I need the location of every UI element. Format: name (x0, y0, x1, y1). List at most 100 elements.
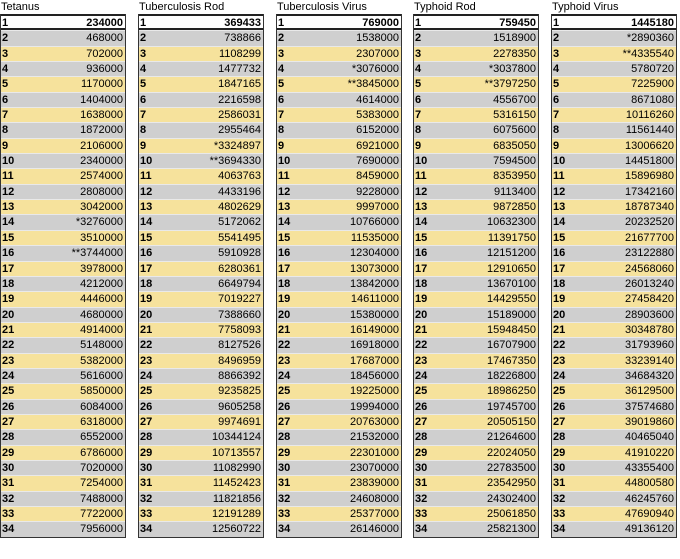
table-row: 23 8496959 (139, 352, 263, 368)
row-value: 13006620 (625, 139, 674, 152)
row-number: 10 (278, 155, 291, 168)
table-row: 20 7388660 (139, 306, 263, 322)
table-row: 21 7758093 (139, 321, 263, 338)
row-value: 5316150 (493, 109, 536, 122)
row-value: 16707900 (487, 339, 536, 352)
row-value: *3276000 (75, 216, 123, 229)
row-number: 33 (553, 508, 566, 520)
table-row: 3 1108299 (139, 45, 263, 62)
table-row: 33 25061850 (414, 506, 538, 522)
column-title: Tuberculosis Rod (139, 1, 225, 13)
row-value: 9605258 (218, 400, 261, 413)
table-row: 8 1872000 (1, 122, 125, 138)
row-number: 31 (2, 477, 15, 490)
column-title: Tuberculosis Virus (277, 1, 367, 13)
row-value: 23542950 (487, 477, 536, 490)
row-value: 6152000 (356, 124, 399, 137)
table-row: 10 7690000 (277, 153, 401, 169)
table-row: 31 23542950 (414, 475, 538, 491)
row-value: 1170000 (80, 78, 123, 91)
row-value: 6075600 (493, 124, 536, 137)
table-column: Typhoid Rod 1 759450 2 1518900 3 2278350 4 *3037… (413, 0, 539, 538)
row-number: 33 (278, 508, 291, 520)
row-number: 16 (2, 247, 15, 260)
table-row: 29 41910220 (552, 444, 676, 460)
row-number: 30 (278, 461, 291, 474)
row-number: 29 (140, 446, 153, 459)
table-row: 26 19745700 (414, 398, 538, 414)
row-value: 5382000 (80, 354, 123, 367)
row-number: 15 (553, 231, 566, 244)
row-value: 26013240 (625, 277, 674, 290)
row-number: 19 (553, 293, 566, 306)
row-value: 15896980 (625, 170, 674, 183)
table-row: 12 9228000 (277, 183, 401, 200)
row-number: 21 (553, 323, 566, 336)
table-row: 5 1847165 (139, 76, 263, 92)
table-row: 18 6649794 (139, 275, 263, 292)
table-row: 1 369433 (139, 14, 263, 31)
row-number: 30 (415, 461, 428, 474)
row-value: 2278350 (493, 47, 536, 60)
table-row: 9 6921000 (277, 137, 401, 154)
row-value: 4914000 (80, 323, 123, 336)
table-row: 5 7225900 (552, 76, 676, 92)
row-number: 2 (278, 32, 285, 45)
row-number: 13 (278, 201, 291, 214)
row-value: 6921000 (356, 139, 399, 152)
row-value: 7020000 (80, 461, 123, 474)
table-row: 4 936000 (1, 61, 125, 77)
row-number: 17 (553, 262, 566, 275)
row-value: 14611000 (350, 293, 399, 306)
row-value: 4446000 (80, 293, 123, 306)
row-number: 7 (140, 109, 147, 122)
table-row: 22 8127526 (139, 337, 263, 353)
row-number: 6 (278, 93, 285, 106)
table-row: 11 8459000 (277, 168, 401, 184)
row-number: 12 (415, 185, 428, 198)
row-number: 7 (553, 109, 560, 122)
row-value: 8459000 (356, 170, 399, 183)
row-number: 7 (415, 109, 422, 122)
row-value: 2216598 (218, 93, 261, 106)
table-row: 2 738866 (139, 30, 263, 46)
row-number: 28 (553, 431, 566, 444)
table-row: 3 2307000 (277, 45, 401, 62)
row-number: 22 (2, 339, 15, 352)
row-value: 5910928 (218, 247, 261, 260)
row-number: 19 (140, 293, 153, 306)
row-value: 20505150 (487, 415, 536, 428)
table-row: 27 20763000 (277, 413, 401, 430)
row-value: **4335540 (622, 47, 674, 60)
row-value: 19994000 (350, 400, 399, 413)
row-number: 17 (415, 262, 428, 275)
table-row: 30 23070000 (277, 459, 401, 476)
row-value: 12191289 (212, 508, 261, 520)
table-row: 27 39019860 (552, 413, 676, 430)
table-row: 5 **3845000 (277, 76, 401, 92)
row-number: 26 (415, 400, 428, 413)
row-value: 8671080 (631, 93, 674, 106)
row-number: 3 (278, 47, 285, 60)
row-value: 2586031 (218, 109, 261, 122)
row-value: 468000 (86, 32, 123, 45)
table-row: 14 10632300 (414, 214, 538, 230)
table-row: 1 769000 (277, 14, 401, 31)
table-row: 33 47690940 (552, 506, 676, 522)
table-row: 31 23839000 (277, 475, 401, 491)
row-number: 16 (415, 247, 428, 260)
table-row: 11 4063763 (139, 168, 263, 184)
row-number: 15 (415, 231, 428, 244)
table-row: 22 31793960 (552, 337, 676, 353)
table-row: 2 1538000 (277, 30, 401, 46)
row-value: 1638000 (80, 109, 123, 122)
table-row: 19 27458420 (552, 291, 676, 307)
row-number: 12 (140, 185, 153, 198)
row-number: 15 (140, 231, 153, 244)
table-row: 24 18456000 (277, 367, 401, 384)
row-number: 4 (553, 63, 560, 76)
table-row: 21 4914000 (1, 321, 125, 338)
row-value: 22301000 (350, 446, 399, 459)
table-row: 1 234000 (1, 14, 125, 31)
row-number: 7 (2, 109, 9, 122)
